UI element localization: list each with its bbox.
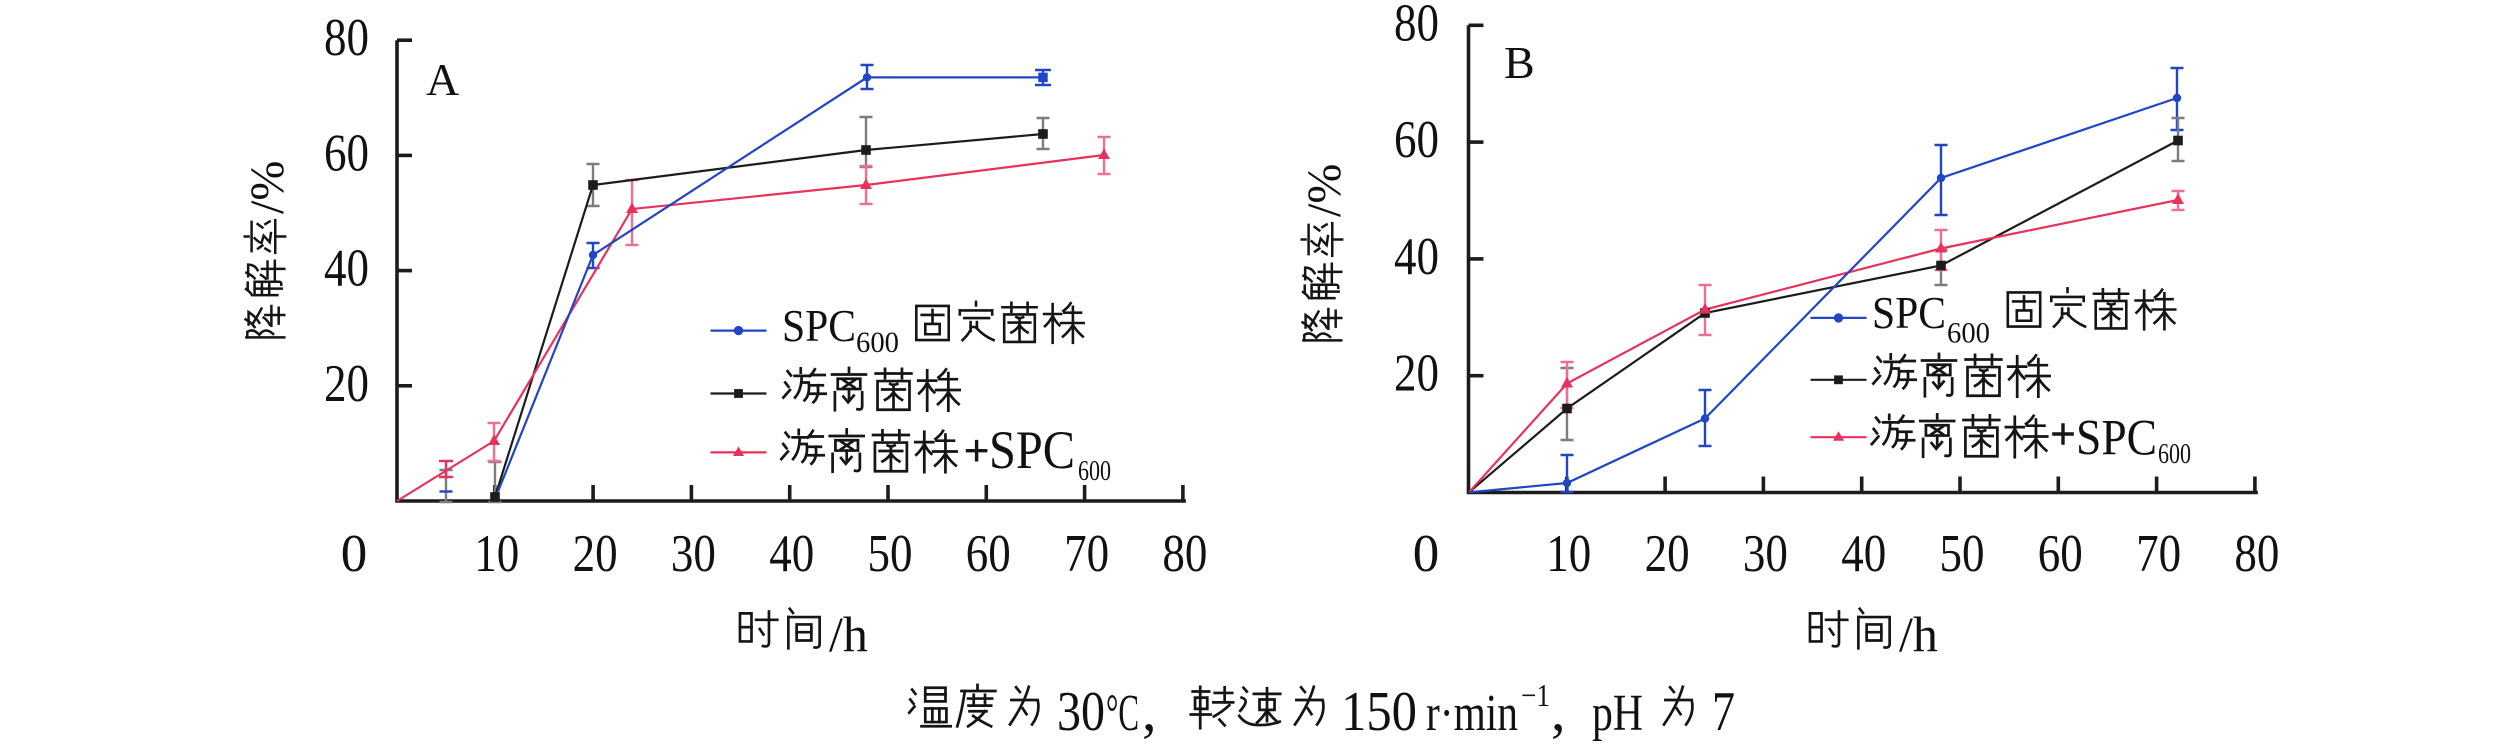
svg-text:/h: /h bbox=[829, 606, 868, 662]
svg-text:80: 80 bbox=[324, 9, 369, 67]
svg-text:0: 0 bbox=[1413, 525, 1440, 583]
svg-text:80: 80 bbox=[1162, 525, 1207, 583]
svg-text:10: 10 bbox=[474, 525, 519, 583]
svg-text:20: 20 bbox=[1394, 345, 1439, 403]
svg-text:SPC: SPC bbox=[989, 420, 1075, 480]
svg-text:80: 80 bbox=[2234, 525, 2279, 583]
svg-text:60: 60 bbox=[324, 124, 369, 182]
svg-text:B: B bbox=[1504, 37, 1535, 88]
svg-text:60: 60 bbox=[966, 525, 1011, 583]
svg-text:150: 150 bbox=[1341, 681, 1417, 743]
svg-text:40: 40 bbox=[324, 240, 369, 298]
svg-text:600: 600 bbox=[1078, 456, 1111, 487]
svg-text:20: 20 bbox=[1645, 525, 1690, 583]
svg-text:r·min: r·min bbox=[1426, 685, 1518, 742]
svg-text:SPC: SPC bbox=[782, 300, 856, 351]
svg-text:7: 7 bbox=[1712, 681, 1735, 743]
svg-text:−1: −1 bbox=[1521, 677, 1550, 713]
svg-text:A: A bbox=[426, 54, 459, 105]
svg-text:600: 600 bbox=[2158, 439, 2191, 470]
svg-text:70: 70 bbox=[1064, 525, 1109, 583]
svg-text:pH: pH bbox=[1592, 685, 1643, 742]
svg-text:,: , bbox=[1142, 678, 1157, 743]
svg-text:/%: /% bbox=[241, 161, 294, 214]
svg-text:600: 600 bbox=[1947, 317, 1990, 350]
svg-text:SPC: SPC bbox=[2076, 411, 2157, 467]
svg-text:60: 60 bbox=[2038, 525, 2083, 583]
svg-text:°C: °C bbox=[1106, 685, 1139, 742]
svg-text:30: 30 bbox=[1057, 681, 1105, 743]
svg-text:,: , bbox=[1551, 678, 1566, 743]
svg-text:40: 40 bbox=[769, 525, 814, 583]
svg-text:20: 20 bbox=[573, 525, 618, 583]
svg-text:20: 20 bbox=[324, 355, 369, 413]
svg-text:/%: /% bbox=[1298, 164, 1351, 217]
svg-text:40: 40 bbox=[1841, 525, 1886, 583]
svg-text:0: 0 bbox=[341, 525, 368, 583]
svg-text:SPC: SPC bbox=[1872, 287, 1946, 338]
svg-text:60: 60 bbox=[1394, 111, 1439, 169]
svg-text:70: 70 bbox=[2136, 525, 2181, 583]
svg-text:600: 600 bbox=[856, 326, 899, 359]
svg-text:30: 30 bbox=[1743, 525, 1788, 583]
svg-text:30: 30 bbox=[671, 525, 716, 583]
svg-text:10: 10 bbox=[1546, 525, 1591, 583]
svg-text:40: 40 bbox=[1394, 228, 1439, 286]
svg-text:50: 50 bbox=[868, 525, 913, 583]
svg-text:/h: /h bbox=[1899, 606, 1938, 662]
svg-text:80: 80 bbox=[1394, 0, 1439, 52]
svg-text:50: 50 bbox=[1940, 525, 1985, 583]
